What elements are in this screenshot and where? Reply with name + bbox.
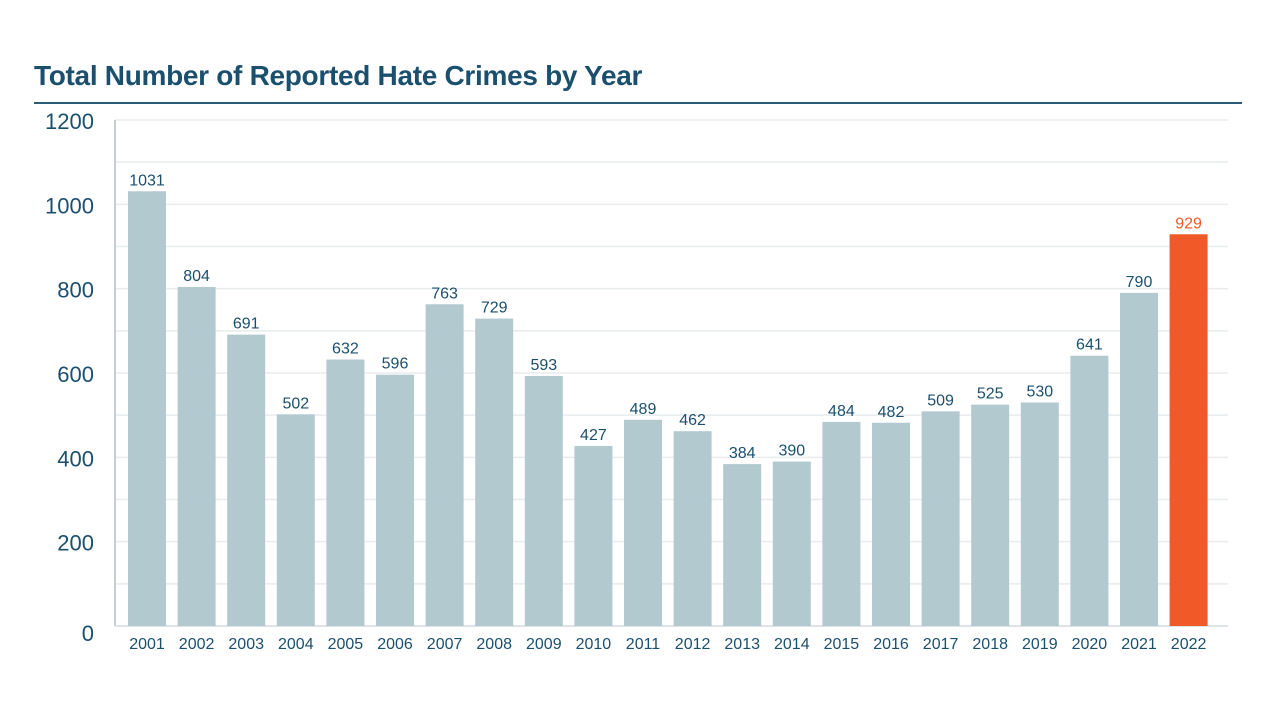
y-tick-label: 800 xyxy=(57,278,94,303)
bar-2012 xyxy=(673,431,712,626)
data-label-2018: 525 xyxy=(977,386,1004,403)
bar-2002 xyxy=(177,286,216,626)
bar-2013 xyxy=(723,464,762,626)
bar-2019 xyxy=(1020,402,1059,626)
bar-2022 xyxy=(1169,234,1208,626)
data-label-2003: 691 xyxy=(233,316,260,333)
x-tick-label: 2001 xyxy=(129,636,165,653)
x-tick-label: 2018 xyxy=(972,636,1008,653)
x-tick-label: 2008 xyxy=(476,636,512,653)
data-label-2020: 641 xyxy=(1076,337,1103,354)
title-divider xyxy=(34,102,1242,104)
x-tick-label: 2010 xyxy=(576,636,612,653)
y-tick-label: 1200 xyxy=(45,109,94,134)
y-tick-label: 1000 xyxy=(45,193,94,218)
data-label-2015: 484 xyxy=(828,403,855,420)
bar-2017 xyxy=(921,411,960,626)
x-tick-label: 2004 xyxy=(278,636,314,653)
data-label-2001: 1031 xyxy=(129,172,165,189)
data-label-2013: 384 xyxy=(729,445,756,462)
bar-2009 xyxy=(524,375,563,626)
bar-2008 xyxy=(475,318,514,626)
data-label-2014: 390 xyxy=(778,443,805,460)
data-label-2007: 763 xyxy=(431,285,458,302)
bar-2003 xyxy=(227,334,266,626)
data-label-2012: 462 xyxy=(679,412,706,429)
x-tick-label: 2017 xyxy=(923,636,959,653)
bar-2011 xyxy=(624,419,662,626)
data-label-2008: 729 xyxy=(481,300,508,317)
bar-2020 xyxy=(1070,355,1109,626)
y-tick-label: 200 xyxy=(57,531,94,556)
data-label-2017: 509 xyxy=(927,392,954,409)
bar-2018 xyxy=(971,404,1010,626)
x-tick-label: 2020 xyxy=(1072,636,1108,653)
x-tick-label: 2022 xyxy=(1171,636,1207,653)
bar-2010 xyxy=(574,445,613,626)
x-tick-label: 2014 xyxy=(774,636,810,653)
data-label-2004: 502 xyxy=(282,395,309,412)
bar-2021 xyxy=(1120,292,1158,626)
x-tick-label: 2011 xyxy=(626,636,661,653)
bar-2016 xyxy=(872,422,910,626)
chart-title: Total Number of Reported Hate Crimes by … xyxy=(34,60,643,91)
x-tick-label: 2021 xyxy=(1121,636,1157,653)
data-label-2021: 790 xyxy=(1126,274,1153,291)
bar-2001 xyxy=(128,191,166,627)
bar-2006 xyxy=(376,374,414,626)
y-tick-label: 600 xyxy=(57,362,94,387)
x-tick-label: 2012 xyxy=(675,636,711,653)
data-label-2010: 427 xyxy=(580,427,607,444)
bar-2014 xyxy=(772,461,811,626)
x-tick-label: 2016 xyxy=(873,636,909,653)
data-label-2016: 482 xyxy=(878,404,905,421)
x-tick-label: 2006 xyxy=(377,636,413,653)
data-label-2006: 596 xyxy=(382,356,409,373)
bar-2005 xyxy=(326,359,365,626)
y-tick-label: 0 xyxy=(82,621,94,646)
data-label-2011: 489 xyxy=(630,401,657,418)
data-label-2005: 632 xyxy=(332,341,359,358)
y-tick-label: 400 xyxy=(57,446,94,471)
data-label-2019: 530 xyxy=(1026,384,1053,401)
bar-2004 xyxy=(276,414,315,626)
bar-2007 xyxy=(425,304,464,626)
x-tick-label: 2015 xyxy=(824,636,860,653)
x-tick-label: 2003 xyxy=(228,636,264,653)
data-label-2022: 929 xyxy=(1175,215,1202,232)
x-tick-label: 2002 xyxy=(179,636,215,653)
x-tick-label: 2005 xyxy=(328,636,364,653)
data-label-2002: 804 xyxy=(183,268,210,285)
x-tick-label: 2007 xyxy=(427,636,463,653)
bar-2015 xyxy=(822,421,861,626)
x-tick-label: 2013 xyxy=(724,636,760,653)
x-tick-label: 2009 xyxy=(526,636,562,653)
data-label-2009: 593 xyxy=(530,357,557,374)
x-tick-label: 2019 xyxy=(1022,636,1058,653)
